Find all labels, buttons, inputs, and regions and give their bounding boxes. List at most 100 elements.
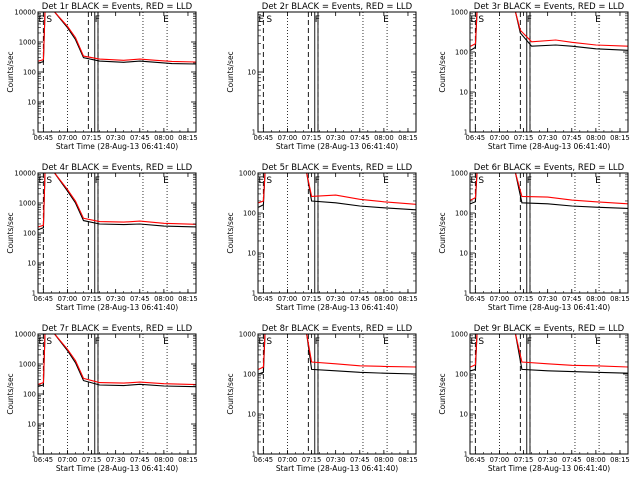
y-tick-label: 100 (243, 371, 256, 379)
x-axis-label: Start Time (28-Aug-13 06:41:40) (488, 142, 610, 151)
x-tick-label: 07:45 (562, 456, 582, 464)
x-tick-label: 07:15 (514, 134, 534, 142)
x-tick-label: 07:45 (130, 134, 150, 142)
x-tick-label: 06:45 (34, 456, 54, 464)
y-tick-label: 10000 (14, 9, 36, 17)
series-group (470, 12, 628, 51)
flag-marker: F (527, 15, 532, 25)
flag-marker: S (478, 337, 484, 347)
y-axis-label: Counts/sec (438, 51, 447, 92)
x-tick-label: 08:15 (178, 134, 198, 142)
flag-marker: E (38, 15, 44, 25)
panel-title: Det 9r BLACK = Events, RED = LLD (474, 324, 625, 334)
y-tick-label: 1 (32, 290, 36, 298)
x-tick-label: 07:00 (490, 456, 510, 464)
flag-marker: F (315, 176, 320, 186)
y-tick-label: 10 (247, 250, 256, 258)
x-axis-label: Start Time (28-Aug-13 06:41:40) (276, 464, 398, 473)
x-tick-label: 07:45 (562, 134, 582, 142)
y-tick-label: 10 (27, 99, 36, 107)
panel-title: Det 2r BLACK = Events, RED = LLD (262, 2, 413, 12)
x-tick-label: 07:00 (58, 134, 78, 142)
x-tick-label: 08:00 (374, 456, 394, 464)
x-tick-label: 07:30 (538, 295, 558, 303)
y-tick-label: 1 (32, 451, 36, 459)
x-tick-label: 08:15 (610, 134, 630, 142)
series-group (258, 173, 416, 211)
x-tick-label: 07:15 (82, 295, 102, 303)
x-tick-label: 07:15 (302, 456, 322, 464)
panel-title: Det 5r BLACK = Events, RED = LLD (262, 163, 413, 173)
y-tick-label: 1000 (19, 39, 36, 47)
x-tick-label: 07:00 (58, 295, 78, 303)
y-tick-label: 1000 (19, 200, 36, 208)
series-lld-line (470, 334, 628, 368)
y-tick-label: 10 (459, 89, 468, 97)
x-tick-label: 07:15 (302, 295, 322, 303)
flag-marker: S (266, 337, 272, 347)
y-tick-label: 1000 (451, 170, 468, 178)
x-tick-label: 07:00 (490, 134, 510, 142)
flag-marker: S (478, 176, 484, 186)
x-axis-label: Start Time (28-Aug-13 06:41:40) (276, 303, 398, 312)
y-tick-label: 10000 (14, 331, 36, 339)
y-tick-label: 100 (455, 210, 468, 218)
panel-title: Det 3r BLACK = Events, RED = LLD (474, 2, 625, 12)
plot-frame (37, 172, 197, 294)
y-tick-label: 1000 (451, 331, 468, 339)
y-tick-label: 1 (32, 129, 36, 137)
plot-frame (469, 333, 629, 455)
series-lld-line (470, 12, 628, 47)
x-tick-label: 07:15 (82, 456, 102, 464)
flag-marker: E (470, 176, 476, 186)
y-axis-label: Counts/sec (6, 373, 15, 414)
x-tick-label: 07:15 (82, 134, 102, 142)
x-axis-label: Start Time (28-Aug-13 06:41:40) (276, 142, 398, 151)
flag-marker: E (258, 15, 264, 25)
series-lld-line (258, 334, 416, 370)
series-events-line (470, 334, 628, 374)
y-axis-label: Counts/sec (6, 212, 15, 253)
y-tick-label: 1 (252, 290, 256, 298)
x-tick-label: 08:00 (154, 295, 174, 303)
flag-marker: S (46, 15, 52, 25)
x-tick-label: 08:00 (374, 134, 394, 142)
x-tick-label: 06:45 (254, 134, 274, 142)
y-tick-label: 10 (27, 260, 36, 268)
x-tick-label: 07:15 (514, 456, 534, 464)
panel-title: Det 4r BLACK = Events, RED = LLD (42, 163, 193, 173)
x-tick-label: 08:00 (586, 456, 606, 464)
x-tick-label: 07:45 (130, 456, 150, 464)
x-tick-label: 07:45 (350, 456, 370, 464)
x-tick-label: 08:15 (398, 295, 418, 303)
series-group (38, 173, 196, 231)
x-tick-label: 07:45 (350, 134, 370, 142)
x-tick-label: 06:45 (34, 134, 54, 142)
flag-marker: F (95, 337, 100, 347)
flag-marker: E (163, 176, 169, 186)
flag-marker: E (595, 15, 601, 25)
y-tick-label: 10 (247, 411, 256, 419)
y-axis-label: Counts/sec (226, 51, 235, 92)
x-axis-label: Start Time (28-Aug-13 06:41:40) (56, 142, 178, 151)
y-axis-label: Counts/sec (6, 51, 15, 92)
y-tick-label: 10 (247, 69, 256, 77)
x-tick-label: 07:45 (562, 295, 582, 303)
flag-marker: S (478, 15, 484, 25)
flag-marker: E (258, 337, 264, 347)
x-tick-label: 08:00 (374, 295, 394, 303)
x-tick-label: 07:30 (106, 295, 126, 303)
y-tick-label: 1000 (19, 361, 36, 369)
flag-marker: F (315, 15, 320, 25)
x-tick-label: 07:15 (514, 295, 534, 303)
flag-marker: E (163, 337, 169, 347)
x-tick-label: 08:15 (398, 134, 418, 142)
plot-frame (257, 333, 417, 455)
series-lld-line (258, 173, 416, 205)
x-tick-label: 06:45 (34, 295, 54, 303)
